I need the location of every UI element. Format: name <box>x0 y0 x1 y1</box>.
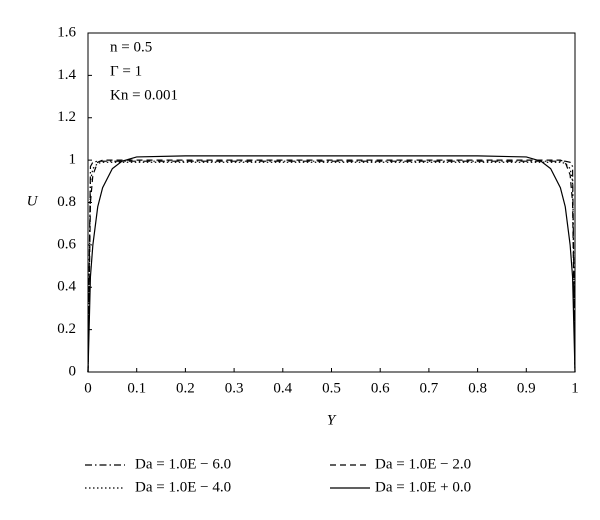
x-tick-label: 0.6 <box>371 380 390 396</box>
y-tick-label: 0 <box>69 363 77 379</box>
x-tick-label: 0.5 <box>322 380 341 396</box>
data-line <box>87 155 576 373</box>
annotation: Γ = 1 <box>110 63 142 79</box>
data-line <box>87 161 576 373</box>
x-axis-label: Y <box>327 412 337 428</box>
legend-label: Da = 1.0E − 6.0 <box>135 456 231 472</box>
legend-label: Da = 1.0E + 0.0 <box>375 479 471 495</box>
x-tick-label: 0.4 <box>273 380 292 396</box>
y-tick-label: 0.6 <box>57 236 76 252</box>
y-tick-label: 1.4 <box>57 67 76 83</box>
plot-frame <box>87 32 576 373</box>
annotation: n = 0.5 <box>110 39 152 55</box>
x-tick-label: 0.2 <box>176 380 195 396</box>
y-tick-label: 0.2 <box>57 321 76 337</box>
y-tick-label: 0.4 <box>57 279 76 295</box>
x-tick-label: 0 <box>84 380 92 396</box>
x-tick-label: 0.9 <box>517 380 536 396</box>
x-tick-label: 0.3 <box>225 380 244 396</box>
x-tick-label: 0.8 <box>468 380 487 396</box>
legend-label: Da = 1.0E − 2.0 <box>375 456 471 472</box>
y-axis-label: U <box>27 193 39 209</box>
x-tick-label: 1 <box>571 380 579 396</box>
data-line <box>87 160 576 373</box>
x-tick-label: 0.7 <box>420 380 439 396</box>
legend-label: Da = 1.0E − 4.0 <box>135 479 231 495</box>
data-line <box>87 159 576 373</box>
annotation: Kn = 0.001 <box>110 87 178 103</box>
x-tick-label: 0.1 <box>127 380 146 396</box>
y-tick-label: 1.6 <box>57 24 76 40</box>
y-tick-label: 0.8 <box>57 194 76 210</box>
y-tick-label: 1.2 <box>57 109 76 125</box>
y-tick-label: 1 <box>69 152 77 168</box>
